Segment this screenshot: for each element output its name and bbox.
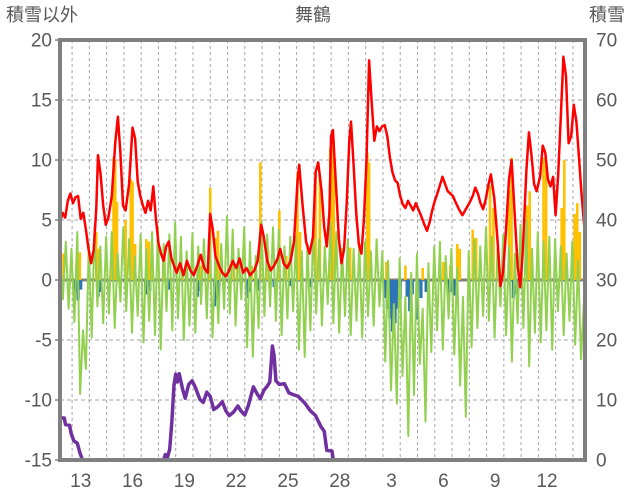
left-axis-title: 積雪以外 <box>6 5 78 25</box>
axis-tick-label: 16 <box>122 471 143 492</box>
axis-tick-label: 6 <box>438 471 449 492</box>
axis-tick-label: 22 <box>226 471 247 492</box>
axis-tick-label: 13 <box>70 471 91 492</box>
axis-tick-label: 0 <box>596 451 607 472</box>
purple-line <box>60 344 585 460</box>
axis-tick-label: -15 <box>25 451 52 472</box>
axis-tick-label: 20 <box>596 331 617 352</box>
axis-tick-label: 28 <box>329 471 350 492</box>
axis-tick-label: 60 <box>596 91 617 112</box>
axis-tick-label: 12 <box>536 471 557 492</box>
blue-bars <box>73 280 518 332</box>
axis-tick-label: 20 <box>31 31 52 52</box>
left-axis-ticks <box>55 39 60 461</box>
axis-tick-label: -10 <box>25 391 52 412</box>
chart-title: 舞鶴 <box>295 5 331 25</box>
axis-tick-label: 3 <box>386 471 397 492</box>
axis-tick-label: 50 <box>596 151 617 172</box>
axis-tick-label: 19 <box>174 471 195 492</box>
gridlines <box>60 40 585 460</box>
right-axis-title: 積雪 <box>589 5 625 25</box>
axis-tick-label: -5 <box>35 331 52 352</box>
right-axis-labels: 70 60 50 40 30 20 10 0 <box>596 31 617 472</box>
axis-tick-label: 10 <box>31 151 52 172</box>
green-line <box>60 215 585 437</box>
axis-tick-label: 9 <box>490 471 501 492</box>
left-axis-labels: 20 15 10 5 0 -5 -10 -15 <box>25 31 52 472</box>
axis-tick-label: 15 <box>31 91 52 112</box>
axis-tick-label: 40 <box>596 211 617 232</box>
series-area <box>60 55 585 460</box>
red-line <box>60 55 585 289</box>
axis-tick-label: 30 <box>596 271 617 292</box>
plot-border <box>58 38 587 462</box>
axis-tick-label: 70 <box>596 31 617 52</box>
axis-tick-label: 25 <box>277 471 298 492</box>
axis-tick-label: 10 <box>596 391 617 412</box>
x-axis-labels: 13 16 19 22 25 28 3 6 9 12 <box>70 471 557 492</box>
axis-tick-label: 5 <box>41 211 52 232</box>
axis-tick-label: 0 <box>41 271 52 292</box>
